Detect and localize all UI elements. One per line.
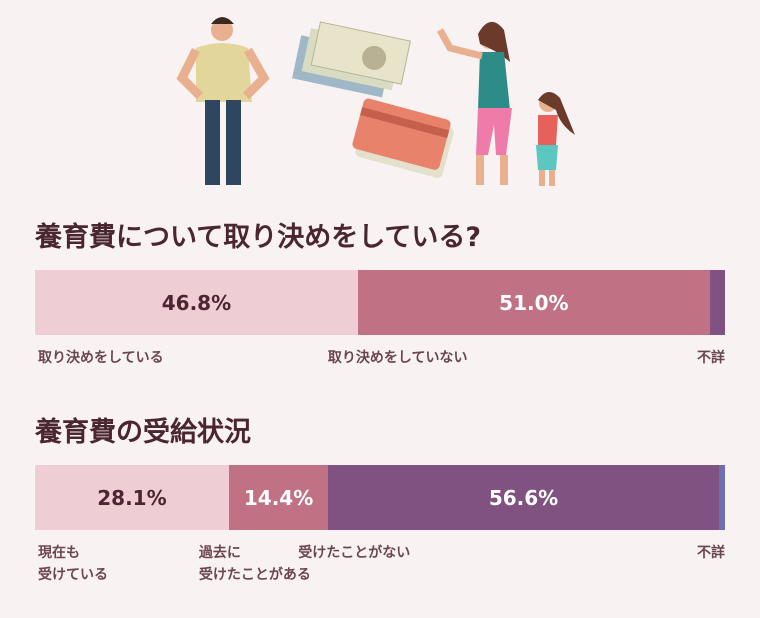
chart-title: 養育費について取り決めをしている? bbox=[35, 222, 482, 253]
bar-segment bbox=[35, 270, 358, 335]
category-label: 不詳 bbox=[697, 545, 725, 561]
value-label: 56.6% bbox=[488, 485, 559, 510]
bar-segment bbox=[709, 270, 725, 335]
illustration bbox=[176, 17, 575, 186]
category-label: 取り決めをしていない bbox=[327, 350, 468, 366]
value-label: 14.4% bbox=[243, 485, 314, 510]
category-label: 現在も 受けている bbox=[38, 545, 108, 583]
value-label: 46.8% bbox=[161, 290, 232, 315]
category-label: 過去に 受けたことがある bbox=[198, 545, 311, 583]
bar-segment bbox=[35, 465, 229, 530]
value-label: 51.0% bbox=[499, 290, 569, 315]
chart-title: 養育費の受給状況 bbox=[35, 417, 251, 448]
bar-segment bbox=[718, 465, 725, 530]
value-label: 28.1% bbox=[97, 485, 167, 510]
category-label: 受けたことがない bbox=[298, 545, 411, 561]
bar-segment bbox=[328, 465, 719, 530]
category-label: 不詳 bbox=[697, 350, 725, 366]
bar-segment bbox=[228, 465, 329, 530]
bar-segment bbox=[357, 270, 710, 335]
category-label: 取り決めをしている bbox=[38, 350, 164, 366]
